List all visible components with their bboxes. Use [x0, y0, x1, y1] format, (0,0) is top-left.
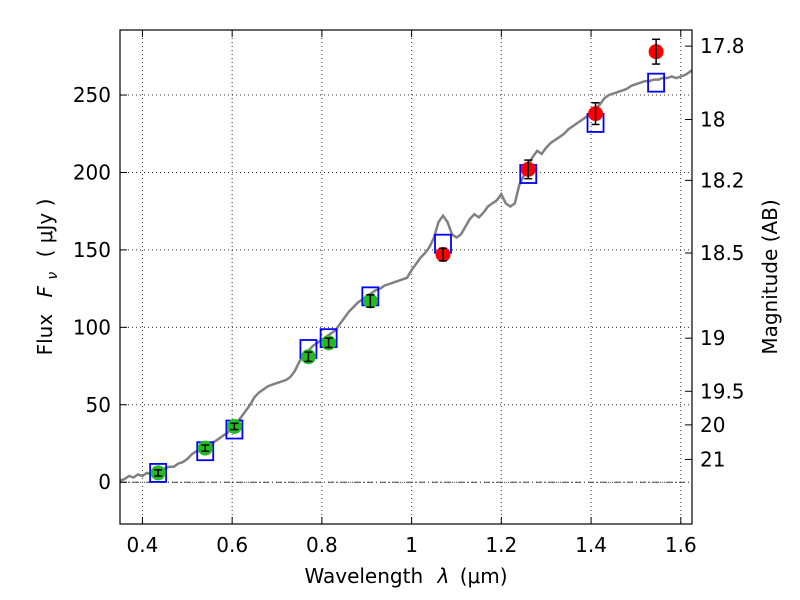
- x-tick-label: 0.4: [127, 533, 159, 557]
- y-axis-label-text: Flux: [33, 314, 57, 356]
- right-tick-label: 21: [700, 447, 725, 471]
- right-tick-label: 18: [700, 108, 725, 132]
- x-tick-label: 1: [405, 533, 418, 557]
- y-axis-label: Flux F ν ( μJy ): [33, 199, 62, 356]
- x-axis-unit: (μm): [460, 564, 508, 588]
- right-tick-label: 18.5: [700, 241, 745, 265]
- y-tick-label: 100: [73, 315, 111, 339]
- y-tick-label: 200: [73, 160, 111, 184]
- right-tick-label: 19.5: [700, 379, 745, 403]
- grid-lines: [120, 30, 692, 524]
- right-tick-label: 19: [700, 326, 725, 350]
- data-points: [149, 38, 666, 483]
- right-axis-label: Magnitude (AB): [758, 199, 782, 354]
- x-tick-label: 1.2: [485, 533, 517, 557]
- y-axis-subscript: ν: [45, 272, 61, 280]
- x-tick-label: 0.8: [306, 533, 338, 557]
- x-axis-label-text: Wavelength: [304, 564, 423, 588]
- x-tick-label: 1.6: [665, 533, 697, 557]
- right-tick-label: 20: [700, 413, 725, 437]
- x-tick-label: 1.4: [575, 533, 607, 557]
- model-square-marker: [647, 72, 666, 93]
- y-tick-label: 0: [98, 470, 111, 494]
- y-tick-label: 250: [73, 83, 111, 107]
- plot-frame: [119, 29, 693, 525]
- x-axis-label: Wavelength λ (μm): [304, 564, 507, 588]
- right-tick-label: 17.8: [700, 34, 745, 58]
- axis-ticks: 0.4 0.6 0.8 1 1.2 1.4 1.6 0 50 100 150 200 250 17.8 18…: [73, 30, 745, 557]
- x-tick-label: 0.6: [216, 533, 248, 557]
- model-square-marker: [149, 462, 168, 483]
- y-axis-symbol: F: [33, 285, 57, 297]
- y-tick-label: 50: [86, 393, 111, 417]
- y-axis-unit: ( μJy ): [33, 199, 57, 258]
- x-axis-symbol: λ: [437, 564, 450, 588]
- right-tick-label: 18.2: [700, 168, 745, 192]
- y-tick-label: 150: [73, 238, 111, 262]
